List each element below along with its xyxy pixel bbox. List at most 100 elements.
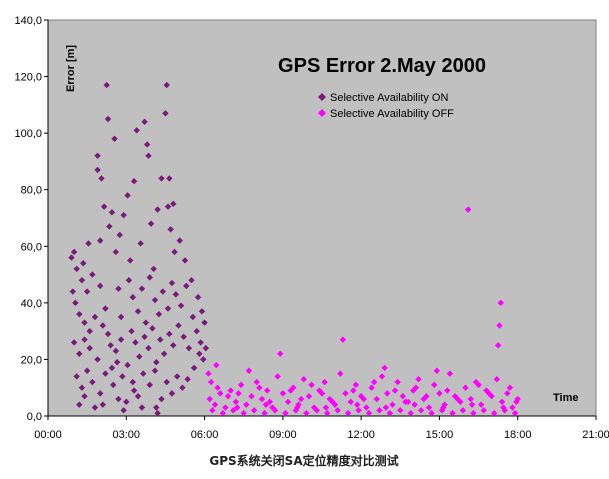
- data-point-sa-on: [100, 203, 108, 210]
- data-point-sa-off: [214, 384, 221, 391]
- data-point-sa-off: [399, 393, 407, 400]
- data-point-sa-on: [119, 373, 126, 380]
- data-point-sa-on: [153, 359, 160, 366]
- data-point-sa-on: [145, 152, 152, 159]
- data-point-sa-off: [397, 407, 404, 414]
- data-point-sa-on: [94, 152, 101, 159]
- axes: [47, 20, 596, 417]
- data-point-sa-off: [498, 398, 506, 406]
- data-point-sa-on: [99, 322, 106, 329]
- data-point-sa-on: [176, 237, 183, 244]
- data-point-sa-on: [113, 359, 121, 366]
- data-point-sa-on: [170, 200, 177, 208]
- data-point-sa-on: [120, 407, 127, 414]
- data-point-sa-off: [297, 395, 305, 403]
- data-point-sa-off: [324, 409, 331, 417]
- data-point-sa-on: [86, 344, 93, 352]
- data-point-sa-off: [412, 384, 420, 391]
- data-point-sa-on: [202, 344, 210, 352]
- data-point-sa-off: [449, 409, 456, 417]
- data-point-sa-on: [83, 367, 91, 374]
- data-point-sa-on: [159, 288, 167, 295]
- legend-label-sa-on: Selective Availability ON: [330, 92, 448, 104]
- data-point-sa-on: [116, 231, 123, 239]
- data-point-sa-on: [76, 401, 83, 408]
- data-point-sa-on: [99, 401, 106, 408]
- data-point-sa-off: [360, 395, 367, 403]
- data-point-sa-off: [287, 387, 294, 394]
- data-point-sa-on: [129, 378, 137, 386]
- data-point-sa-on: [181, 257, 189, 264]
- data-point-sa-on: [96, 237, 104, 244]
- y-tick-label: 80,0: [21, 185, 42, 197]
- x-tick-group: 00:00 03:00 06:00 09:00 12:00 15:00 18:00 21:00: [34, 416, 609, 441]
- data-point-sa-off: [245, 367, 253, 374]
- data-point-sa-on: [78, 384, 86, 391]
- data-point-sa-off: [329, 398, 336, 406]
- data-point-sa-on: [76, 350, 83, 357]
- y-tick-label: 140,0: [14, 15, 42, 27]
- legend-marker-sa-on: [318, 93, 326, 101]
- y-tick-label: 120,0: [14, 72, 42, 84]
- data-point-sa-off: [213, 361, 220, 369]
- data-point-sa-on: [154, 409, 161, 417]
- data-point-sa-off: [321, 378, 328, 386]
- data-point-sa-off: [436, 390, 443, 397]
- data-point-sa-on: [164, 305, 172, 312]
- data-point-sa-off: [355, 407, 362, 414]
- legend-label-sa-off: Selective Availability OFF: [330, 108, 454, 120]
- data-point-sa-on: [112, 248, 120, 256]
- data-point-sa-off: [365, 409, 373, 417]
- data-point-sa-off: [389, 401, 396, 408]
- data-point-sa-off: [230, 407, 237, 414]
- x-tick-label: 09:00: [269, 429, 297, 441]
- data-point-sa-off: [248, 393, 255, 400]
- data-point-sa-off: [504, 390, 511, 397]
- data-point-sa-on: [107, 342, 114, 349]
- data-point-sa-off: [243, 401, 250, 408]
- x-tick-label: 03:00: [113, 429, 141, 441]
- data-point-sa-on: [134, 393, 142, 400]
- data-point-sa-off: [274, 373, 281, 380]
- data-point-sa-off: [284, 398, 292, 406]
- x-tick-label: 15:00: [426, 429, 454, 441]
- data-point-sa-on: [70, 339, 78, 346]
- legend-marker-sa-off: [318, 109, 326, 117]
- data-point-sa-on: [179, 384, 186, 391]
- data-point-sa-off: [480, 407, 487, 414]
- data-point-sa-on: [120, 211, 127, 219]
- data-point-sa-on: [83, 288, 91, 295]
- x-tick-label: 06:00: [191, 429, 219, 441]
- data-point-sa-off: [384, 390, 391, 397]
- figure-caption: GPS系统关闭SA定位精度对比测试: [209, 453, 398, 468]
- data-point-sa-on: [149, 325, 156, 332]
- data-point-sa-on: [160, 350, 168, 357]
- data-point-sa-on: [162, 110, 169, 117]
- data-point-sa-on: [110, 381, 117, 389]
- data-point-sa-on: [163, 378, 170, 386]
- data-point-sa-off: [240, 409, 247, 417]
- data-point-sa-on: [147, 220, 155, 227]
- data-point-sa-on: [173, 373, 181, 380]
- data-point-sa-off: [402, 398, 409, 406]
- data-point-sa-on: [132, 339, 139, 346]
- data-point-sa-off: [462, 384, 469, 391]
- data-point-sa-on: [138, 285, 146, 292]
- data-point-sa-on: [151, 296, 159, 304]
- x-tick-label: 18:00: [504, 429, 532, 441]
- data-point-sa-on: [123, 398, 130, 406]
- data-point-sa-on: [146, 274, 153, 281]
- data-point-sa-off: [506, 384, 514, 391]
- data-point-sa-on: [167, 226, 174, 233]
- data-point-sa-on: [96, 390, 104, 397]
- data-point-sa-on: [190, 364, 198, 372]
- data-point-sa-on: [104, 330, 112, 338]
- data-point-sa-off: [415, 376, 422, 383]
- data-point-sa-on: [138, 404, 146, 411]
- data-point-sa-on: [137, 240, 144, 247]
- data-point-sa-on: [127, 257, 134, 264]
- data-point-sa-on: [117, 313, 125, 321]
- data-point-sa-off: [318, 390, 326, 397]
- data-point-sa-on: [104, 115, 112, 123]
- data-point-sa-on: [72, 299, 79, 307]
